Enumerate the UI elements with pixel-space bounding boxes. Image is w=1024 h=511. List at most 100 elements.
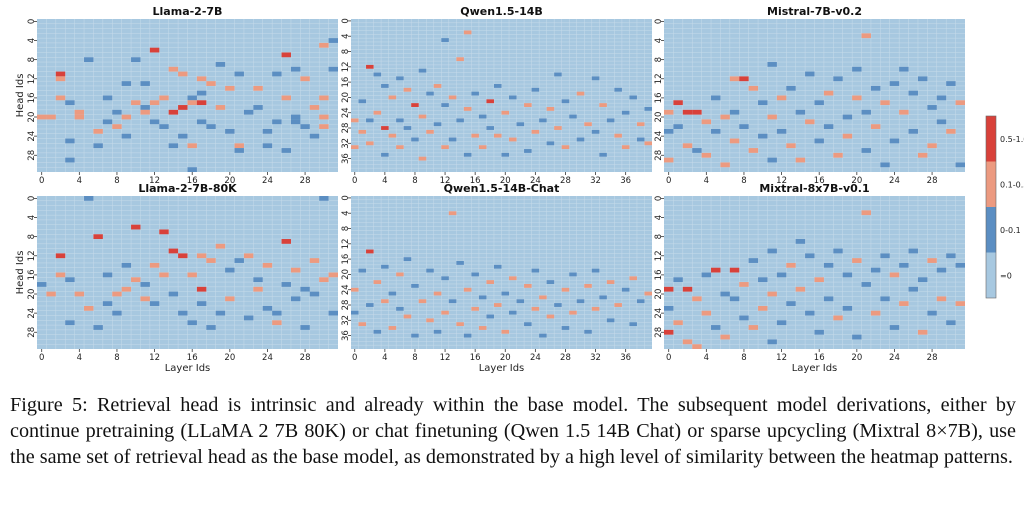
heatmap-cell [328,66,338,72]
x-axis-label: Layer Ids [792,363,838,374]
heatmap-cell [509,276,517,281]
x-tick-label: 24 [262,353,273,363]
heatmap-cell [426,318,434,323]
heatmap-cell [225,128,235,134]
heatmap-cell [576,137,585,142]
heatmap-cell [786,262,796,268]
heatmap-cell [253,277,263,283]
heatmap-cell [358,268,367,273]
heatmap-panel: Llama-2-7B-80K 0 4 8 12 16 20 24 28 0 4 8 12 16 20 24 28… [15,182,338,374]
heatmap-cell [767,291,777,297]
heatmap-cell [711,325,721,330]
heatmap-cell [546,314,555,319]
heatmap-cell [328,38,338,43]
heatmap-cell [584,329,592,334]
heatmap-cell [262,262,273,268]
x-tick-label: 24 [889,353,900,363]
heatmap-cell [870,267,881,273]
heatmap-cell [516,122,525,127]
heatmap-cell [501,329,510,334]
heatmap-cell [463,30,472,35]
heatmap-cell [692,109,702,115]
heatmap-cell [396,145,404,150]
heatmap-cell [576,299,585,304]
heatmap-cell [234,148,244,153]
heatmap-cell [758,305,768,311]
heatmap-cell [614,133,622,138]
y-tick-label: 12 [341,61,351,72]
heatmap-cell [262,128,273,134]
heatmap-cell [636,122,645,127]
heatmap-cell [426,91,434,96]
x-tick-label: 20 [851,176,862,186]
heatmap-cell [388,326,397,330]
heatmap-cell [729,267,740,273]
heatmap-cell [131,57,141,63]
colorbar-label: 0.1-0.5 [1000,180,1024,189]
heatmap-cell [673,277,683,283]
heatmap-cell [225,267,235,273]
heatmap-cell [861,33,871,39]
heatmap-cell [629,322,637,327]
heatmap-cell [358,322,367,327]
heatmap-cell [102,301,113,306]
heatmap-panel: Llama-2-7B 0 4 8 12 16 20 24 28 0 4 8 12 16 20 24 28 Head… [15,5,338,186]
heatmap-cell [776,272,787,278]
heatmap-cell [65,277,75,283]
heatmap-cell [381,126,389,130]
heatmap-cell [861,282,871,287]
heatmap-cell [720,114,730,120]
heatmap-cell [225,296,235,302]
heatmap-cell [554,303,562,307]
heatmap-cell [569,310,577,315]
heatmap-cell [936,296,947,302]
y-tick-label: 28 [341,300,351,311]
heatmap-cell [187,143,197,149]
heatmap-cell [351,145,359,150]
y-tick-label: 8 [341,226,351,231]
heatmap-cell [448,95,457,100]
heatmap-cell [121,81,132,86]
heatmap-cell [140,105,150,110]
y-tick-label: 32 [341,315,351,326]
heatmap-cell [767,62,777,67]
heatmap-cell [456,57,464,62]
heatmap-cell [463,152,472,157]
heatmap-cell [456,322,464,327]
heatmap-cell [433,84,442,88]
heatmap-cell [196,301,207,306]
heatmap-cell [159,95,169,101]
y-tick-label: 36 [341,330,351,341]
heatmap-cell [833,248,843,254]
y-tick-label: 0 [341,195,351,200]
heatmap-cell [441,310,449,315]
heatmap-cell [927,105,937,110]
heatmap-cell [509,95,517,100]
heatmap-cell [403,314,412,319]
x-tick-label: 16 [814,353,825,363]
heatmap-cell [149,100,160,106]
heatmap-cell [711,95,721,101]
heatmap-cell [493,264,502,269]
x-tick-label: 0 [666,176,671,186]
x-tick-label: 20 [224,176,235,186]
heatmap-cell [131,224,141,230]
heatmap-cell [561,326,570,330]
heatmap-cell [861,148,871,153]
heatmap-cell [178,253,188,259]
heatmap-cell [833,152,843,158]
heatmap-cell [121,262,132,268]
y-tick-label: 4 [654,38,664,43]
heatmap-cell [729,109,740,115]
heatmap-cell [664,128,674,134]
heatmap-cell [673,320,683,326]
heatmap-cell [206,124,216,129]
heatmap-cell [168,143,179,149]
heatmap-cell [396,306,404,311]
x-tick-label: 32 [590,353,601,363]
x-tick-label: 12 [149,176,160,186]
heatmap-cell [433,291,442,296]
heatmap-cell [908,248,918,254]
heatmap-cell [946,320,956,326]
heatmap-cell [411,137,419,142]
